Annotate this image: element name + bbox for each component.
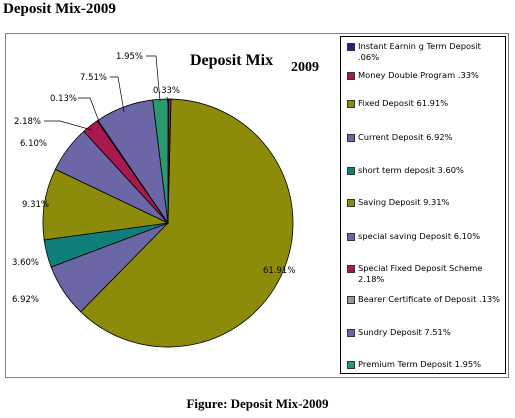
data-label: 7.51% <box>80 73 107 83</box>
leader-line <box>166 96 169 105</box>
legend-item: Money Double Program .33% <box>347 70 503 81</box>
legend-item: special saving Deposit 6.10% <box>347 231 503 242</box>
leader-line <box>110 76 125 113</box>
legend-swatch <box>347 265 355 273</box>
legend-label: Current Deposit 6.92% <box>358 132 453 142</box>
legend-swatch <box>347 296 355 304</box>
legend-label: Special Fixed Deposit Scheme 2.18% <box>358 263 483 284</box>
legend-label: Sundry Deposit 7.51% <box>358 327 451 337</box>
legend-item: Special Fixed Deposit Scheme 2.18% <box>347 263 503 285</box>
data-label: 0.13% <box>50 94 77 104</box>
legend-swatch <box>347 72 355 80</box>
pie-slices <box>42 98 294 348</box>
data-label: 0.33% <box>153 86 180 96</box>
data-label: 3.60% <box>12 258 39 268</box>
legend-item: Premium Term Deposit 1.95% <box>347 359 503 370</box>
data-label: 1.95% <box>116 52 143 62</box>
legend-item: Fixed Deposit 61.91% <box>347 98 503 109</box>
leader-line <box>78 97 101 125</box>
legend-item: Sundry Deposit 7.51% <box>347 327 503 338</box>
leader-line <box>44 120 93 131</box>
data-labels: 0.33% 61.91% 6.92% 3.60% 9.31% 6.10% 2.18% 0.13… <box>12 52 295 305</box>
page-heading: Deposit Mix-2009 <box>3 1 116 17</box>
legend-item: Instant Earnin g Term Deposit .06% <box>347 41 503 63</box>
legend-swatch <box>347 233 355 241</box>
legend-label: Saving Deposit 9.31% <box>358 197 450 207</box>
legend-swatch <box>347 134 355 142</box>
leader-lines <box>44 55 169 131</box>
data-label: 2.18% <box>14 117 41 127</box>
legend-label: Instant Earnin g Term Deposit .06% <box>358 41 481 62</box>
legend-label: Money Double Program .33% <box>358 70 479 80</box>
pie-slice <box>80 98 294 348</box>
pie-slice <box>152 98 169 224</box>
chart-legend: Instant Earnin g Term Deposit .06% Money … <box>340 36 506 374</box>
figure-caption: Figure: Deposit Mix-2009 <box>186 396 329 411</box>
legend-label: Bearer Certificate of Deposit .13% <box>358 294 501 304</box>
chart-title: Deposit Mix <box>190 52 274 69</box>
legend-swatch <box>347 100 355 108</box>
data-label: 6.92% <box>12 295 39 305</box>
data-label: 61.91% <box>263 266 295 276</box>
legend-label: special saving Deposit 6.10% <box>358 231 481 241</box>
leader-line <box>146 55 161 102</box>
legend-label: Fixed Deposit 61.91% <box>358 98 449 108</box>
legend-swatch <box>347 167 355 175</box>
data-label: 6.10% <box>20 139 47 149</box>
legend-swatch <box>347 199 355 207</box>
data-label: 9.31% <box>22 200 49 210</box>
chart-title-year: 2009 <box>291 60 319 75</box>
legend-swatch <box>347 329 355 337</box>
legend-item: Bearer Certificate of Deposit .13% <box>347 294 503 305</box>
legend-item: Saving Deposit 9.31% <box>347 197 503 208</box>
legend-swatch <box>347 43 355 51</box>
legend-label: Premium Term Deposit 1.95% <box>358 359 482 369</box>
legend-label: short term deposit 3.60% <box>358 165 464 175</box>
legend-swatch <box>347 361 355 369</box>
legend-item: short term deposit 3.60% <box>347 165 503 176</box>
legend-item: Current Deposit 6.92% <box>347 132 503 143</box>
